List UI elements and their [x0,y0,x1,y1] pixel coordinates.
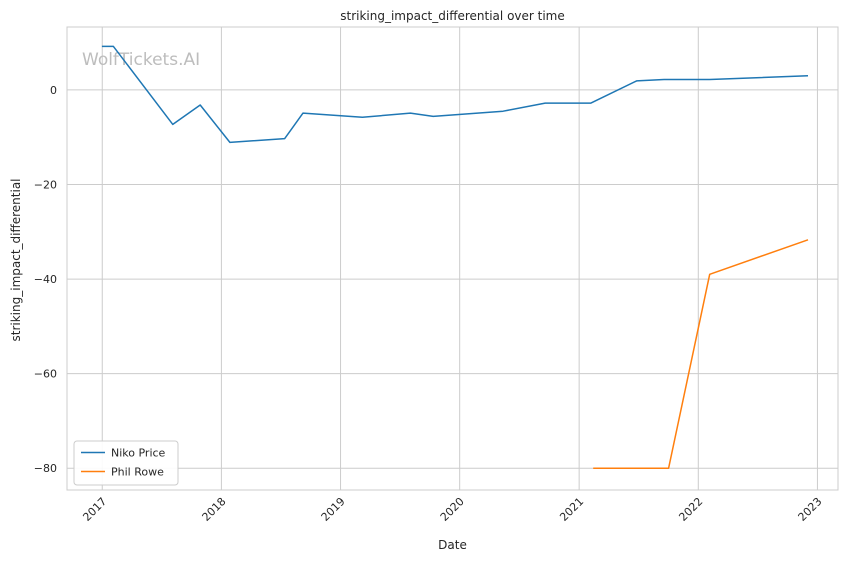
legend: Niko Price Phil Rowe [73,440,179,486]
series-layer [101,45,809,469]
watermark-text: WolfTickets.AI [82,50,200,70]
y-tick-label-0: 0 [50,84,57,97]
y-tick-label-minus-80: −80 [34,462,57,475]
plot-frame [66,26,839,491]
series-line-niko-price [101,45,809,144]
legend-label-niko-price: Niko Price [111,447,166,460]
grid [67,27,838,490]
legend-label-phil-rowe: Phil Rowe [111,466,164,479]
y-axis-label: striking_impact_differential [9,178,23,341]
series-line-phil-rowe [593,239,809,469]
y-tick-label-minus-60: −60 [34,368,57,381]
y-tick-label-minus-20: −20 [34,178,57,191]
x-axis-label: Date [438,538,467,552]
y-tick-label-minus-40: −40 [34,273,57,286]
chart-title: striking_impact_differential over time [340,9,565,23]
